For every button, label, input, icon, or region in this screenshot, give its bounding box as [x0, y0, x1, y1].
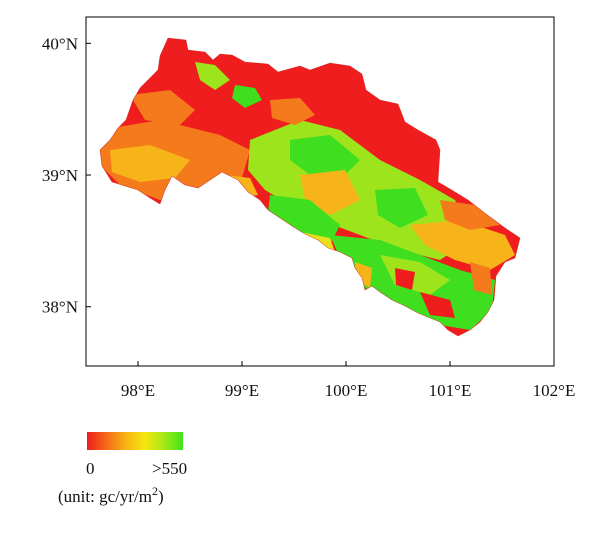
lon-tick-label: 100°E	[325, 381, 368, 400]
lon-tick-label: 102°E	[533, 381, 576, 400]
lon-tick-label: 98°E	[121, 381, 155, 400]
lat-tick-label: 40°N	[42, 34, 78, 53]
latitude-axis: 40°N 39°N 38°N	[42, 34, 91, 317]
lat-tick-label: 38°N	[42, 298, 78, 317]
lat-tick-label: 39°N	[42, 166, 78, 185]
legend: 0 >550 (unit: gc/yr/m2)	[58, 432, 187, 506]
longitude-axis: 98°E 99°E 100°E 101°E 102°E	[121, 361, 575, 400]
lon-tick-label: 101°E	[429, 381, 472, 400]
map-frame	[85, 16, 555, 367]
npp-raster-region	[100, 38, 520, 336]
region-boundary	[99, 37, 521, 337]
legend-max-label: >550	[152, 459, 187, 478]
lon-tick-label: 99°E	[225, 381, 259, 400]
legend-min-label: 0	[86, 459, 95, 478]
legend-color-bar	[87, 432, 183, 450]
legend-unit-label: (unit: gc/yr/m2)	[58, 484, 164, 506]
